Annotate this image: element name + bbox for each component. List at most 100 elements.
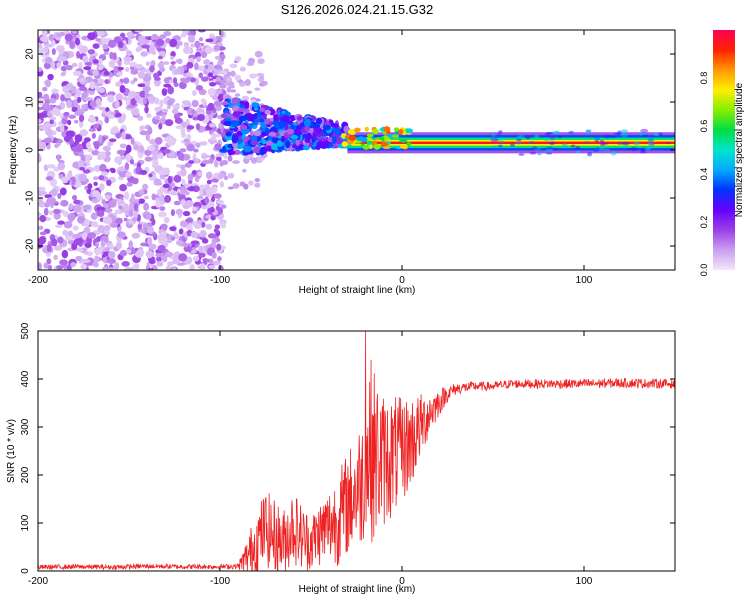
- heatmap-cell: [125, 171, 132, 177]
- heatmap-cell: [159, 206, 166, 211]
- heatmap-cell: [244, 101, 250, 109]
- heatmap-cell: [99, 183, 105, 192]
- heatmap-cell: [175, 208, 184, 216]
- heatmap-cell: [213, 159, 219, 168]
- heatmap-cell: [250, 136, 258, 141]
- heatmap-cell: [220, 221, 226, 229]
- heatmap-cell: [218, 70, 226, 75]
- heatmap-cell: [148, 45, 156, 54]
- heatmap-cell: [115, 112, 122, 118]
- heatmap-cell: [62, 60, 69, 66]
- heatmap-cell: [180, 132, 187, 138]
- heatmap-cell: [128, 209, 134, 217]
- heatmap-cell: [92, 43, 100, 49]
- heatmap-cell: [152, 159, 159, 167]
- heatmap-cell: [220, 113, 228, 119]
- heatmap-cell: [101, 199, 106, 205]
- heatmap-cell: [198, 252, 206, 258]
- heatmap-cell: [159, 66, 166, 73]
- heatmap-cell: [96, 156, 103, 161]
- heatmap-cell: [141, 39, 150, 45]
- heatmap-cell: [243, 145, 252, 153]
- heatmap-cell: [38, 225, 44, 230]
- heatmap-cell: [382, 146, 391, 150]
- figure-title: S126.2026.024.21.15.G32: [281, 2, 434, 17]
- heatmap-cell: [594, 139, 599, 143]
- heatmap-cell: [208, 139, 218, 144]
- heatmap-cell: [156, 38, 165, 47]
- heatmap-cell: [107, 114, 116, 120]
- heatmap-cell: [110, 168, 116, 174]
- heatmap-cell: [165, 265, 171, 270]
- heatmap-cell: [46, 164, 56, 169]
- heatmap-cell: [186, 144, 195, 152]
- heatmap-cell: [200, 98, 206, 104]
- heatmap-cell: [189, 77, 196, 83]
- heatmap-cell: [94, 255, 99, 263]
- heatmap-cell: [281, 115, 290, 123]
- heatmap-cell: [264, 109, 271, 115]
- heatmap-cell: [129, 159, 135, 165]
- heatmap-cell: [145, 61, 150, 67]
- heatmap-cell: [157, 55, 163, 60]
- snr-y-tick-label: 200: [20, 466, 31, 483]
- heatmap-cell: [121, 131, 126, 140]
- heatmap-cell: [60, 199, 69, 207]
- snr-x-tick-label: -200: [28, 576, 48, 587]
- heatmap-cell: [106, 216, 113, 225]
- heatmap-cell: [161, 167, 170, 176]
- heatmap-cell: [119, 85, 126, 94]
- heatmap-cell: [225, 117, 232, 122]
- heatmap-cell: [117, 60, 122, 67]
- heatmap-cell: [215, 205, 221, 211]
- heatmap-cell: [154, 76, 161, 81]
- heatmap-cell: [38, 262, 42, 270]
- heatmap-cell: [633, 141, 640, 146]
- heatmap-cell: [108, 60, 116, 68]
- heatmap-cell: [43, 137, 53, 144]
- heatmap-cell: [545, 152, 553, 155]
- heatmap-cell: [125, 98, 131, 106]
- heatmap-cell: [78, 61, 83, 70]
- heatmap-cell: [63, 221, 73, 229]
- heatmap-cell: [144, 156, 153, 162]
- heatmap-cell: [57, 236, 64, 244]
- heatmap-cell: [167, 261, 174, 267]
- heatmap-cell: [254, 118, 261, 123]
- heatmap-cell: [48, 34, 55, 42]
- heatmap-cell: [74, 110, 84, 116]
- heatmap-cell: [518, 153, 525, 156]
- heatmap-cell: [107, 141, 114, 147]
- heatmap-cell: [55, 224, 63, 229]
- heatmap-cell: [204, 196, 210, 205]
- heatmap-cell: [199, 141, 208, 146]
- heatmap-cell: [163, 148, 171, 154]
- heatmap-cell: [45, 128, 53, 136]
- heatmap-cell: [180, 164, 186, 170]
- heatmap-cell: [49, 119, 54, 125]
- heatmap-cell: [197, 113, 205, 121]
- heatmap-cell: [115, 100, 120, 109]
- heatmap-cell: [139, 130, 148, 136]
- heatmap-cell: [180, 168, 187, 177]
- heatmap-cell: [115, 132, 122, 139]
- heatmap-cell: [115, 217, 123, 225]
- heatmap-cell: [190, 43, 195, 48]
- heatmap-cell: [231, 97, 240, 105]
- heatmap-cell: [161, 113, 166, 119]
- heatmap-cell: [151, 149, 159, 156]
- heatmap-cell: [132, 264, 139, 270]
- heatmap-cell: [208, 63, 215, 72]
- heatmap-cell: [38, 43, 43, 49]
- heatmap-cell: [362, 144, 370, 150]
- heatmap-cell: [239, 66, 246, 72]
- heatmap-cell: [102, 145, 111, 152]
- heatmap-cell: [132, 112, 140, 116]
- heatmap-cell: [123, 56, 133, 62]
- snr-y-tick-label: 0: [20, 568, 31, 574]
- snr-x-label: Height of straight line (km): [299, 584, 416, 595]
- heatmap-cell: [172, 256, 181, 265]
- heatmap-cell: [134, 30, 144, 33]
- heatmap-cell: [63, 111, 70, 117]
- heatmap-x-axis: -200 -100 0 100: [28, 30, 593, 286]
